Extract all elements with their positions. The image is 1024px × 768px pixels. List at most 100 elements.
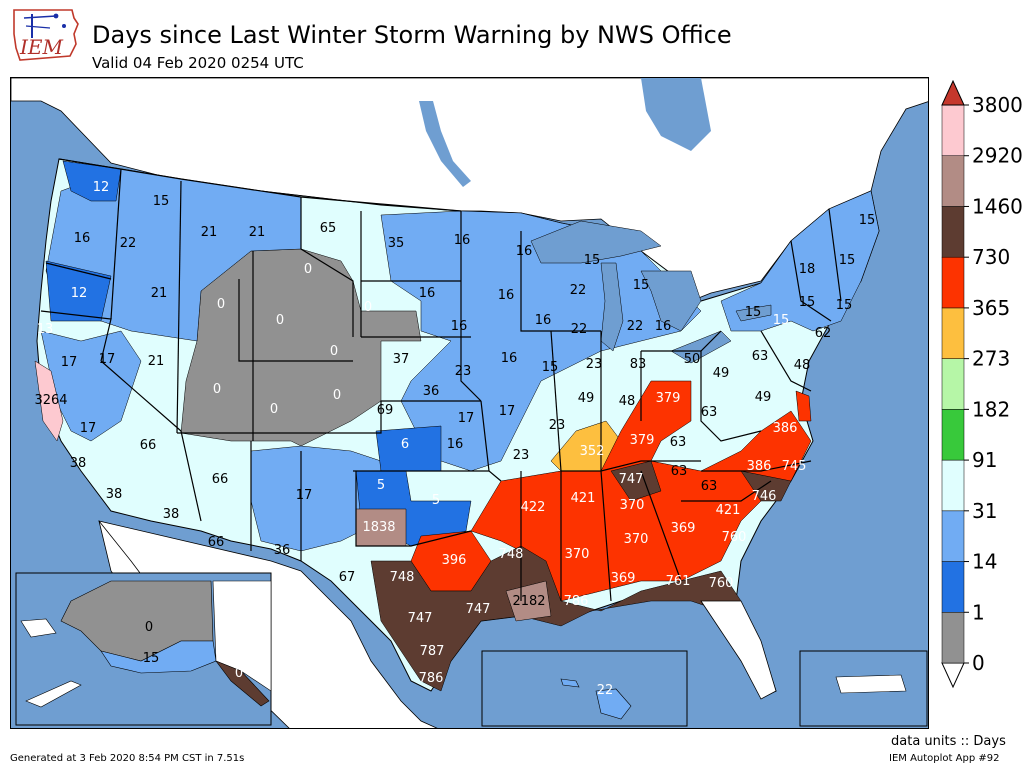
puerto-rico-inset bbox=[799, 650, 928, 727]
label-rnk: 63 bbox=[701, 405, 718, 420]
label-dlh: 16 bbox=[516, 244, 533, 259]
label-sgx: 38 bbox=[106, 487, 123, 502]
label-lbf: 37 bbox=[393, 352, 410, 367]
label-hgx: 747 bbox=[466, 602, 491, 617]
label-bmx: 370 bbox=[624, 532, 649, 547]
label-twc: 66 bbox=[208, 535, 225, 550]
label-eax: 17 bbox=[499, 404, 516, 419]
colorbar-segment-730 bbox=[941, 206, 965, 258]
label-bou: 0 bbox=[333, 388, 341, 403]
label-buf: 15 bbox=[745, 305, 762, 320]
label-abr: 16 bbox=[419, 286, 436, 301]
label-mtr: 3264 bbox=[34, 393, 67, 408]
label-ddc: 6 bbox=[401, 437, 409, 452]
label-meg: 421 bbox=[571, 491, 596, 506]
label-hnx: 17 bbox=[80, 421, 97, 436]
label-oun: 5 bbox=[432, 493, 440, 508]
generated-timestamp: Generated at 3 Feb 2020 8:54 PM CST in 7… bbox=[10, 753, 245, 764]
label-ffc: 369 bbox=[671, 521, 696, 536]
label-jax: 760 bbox=[709, 576, 734, 591]
label-pah: 352 bbox=[580, 444, 605, 459]
label-otx: 15 bbox=[153, 194, 170, 209]
label-ajk: 0 bbox=[235, 666, 243, 681]
logo-text: IEM bbox=[19, 35, 64, 59]
label-pbz: 49 bbox=[713, 366, 730, 381]
colorbar-segment-1 bbox=[941, 561, 965, 613]
label-ewx: 747 bbox=[408, 611, 433, 626]
label-ctp: 49 bbox=[755, 390, 772, 405]
label-rev: 21 bbox=[148, 354, 165, 369]
map-canvas: 12 15 22 16 21 21 65 35 16 0 12 21 0 0 0… bbox=[11, 78, 928, 728]
label-eka: 13 bbox=[37, 322, 54, 337]
label-dtx: 16 bbox=[655, 319, 672, 334]
label-iwx: 83 bbox=[630, 357, 647, 372]
label-ohx: 747 bbox=[619, 472, 644, 487]
label-top: 16 bbox=[447, 437, 464, 452]
label-afg: 0 bbox=[145, 620, 153, 635]
label-dvn: 15 bbox=[542, 360, 559, 375]
iowa-outline-icon bbox=[13, 9, 79, 61]
label-afc: 15 bbox=[143, 651, 160, 666]
label-riw: 0 bbox=[276, 313, 284, 328]
colorbar-label-14: 14 bbox=[972, 550, 997, 574]
iem-logo: IEM bbox=[13, 9, 79, 61]
label-lwx: 386 bbox=[773, 421, 798, 436]
data-units-label: data units :: Days bbox=[891, 734, 1006, 749]
label-jkl: 63 bbox=[670, 435, 687, 450]
colorbar-segment-182 bbox=[941, 358, 965, 410]
region-rosybrown-lch bbox=[505, 580, 552, 622]
label-lmk: 379 bbox=[630, 433, 655, 448]
colorbar-label-91: 91 bbox=[972, 448, 997, 472]
label-chs: 760 bbox=[722, 530, 747, 545]
label-phi: 48 bbox=[794, 358, 811, 373]
label-lch: 2182 bbox=[512, 594, 545, 609]
label-grr: 22 bbox=[627, 319, 644, 334]
colorbar-label-730: 730 bbox=[972, 245, 1010, 269]
label-lkn: 17 bbox=[99, 352, 116, 367]
label-fsd: 16 bbox=[451, 319, 468, 334]
region-pink-ca bbox=[34, 360, 64, 442]
label-mhx: 745 bbox=[782, 459, 807, 474]
label-ama: 5 bbox=[377, 478, 385, 493]
label-gyx: 15 bbox=[839, 253, 856, 268]
label-lub: 1838 bbox=[362, 520, 395, 535]
label-hfo: 22 bbox=[597, 683, 614, 698]
header: IEM Days since Last Winter Storm Warning… bbox=[0, 0, 1024, 76]
label-gid: 36 bbox=[423, 384, 440, 399]
label-cae: 421 bbox=[716, 503, 741, 518]
lake-michigan bbox=[600, 262, 624, 352]
label-oax: 23 bbox=[455, 364, 472, 379]
label-unr: 0 bbox=[364, 300, 372, 315]
alaska-inset bbox=[15, 572, 272, 726]
label-mrx: 63 bbox=[671, 464, 688, 479]
label-iln: 379 bbox=[656, 391, 681, 406]
label-crp: 787 bbox=[420, 644, 445, 659]
office-labels: 12 15 22 16 21 21 65 35 16 0 12 21 0 0 0… bbox=[34, 180, 875, 698]
hawaii-inset bbox=[481, 650, 688, 727]
label-cle: 50 bbox=[684, 352, 701, 367]
label-btv: 18 bbox=[799, 262, 816, 277]
region-blue-or bbox=[45, 260, 112, 322]
label-byz: 0 bbox=[304, 262, 312, 277]
label-vef: 66 bbox=[140, 438, 157, 453]
label-dmx: 16 bbox=[501, 351, 518, 366]
label-lot: 23 bbox=[586, 357, 603, 372]
label-mpx: 16 bbox=[498, 288, 515, 303]
label-jan: 370 bbox=[565, 547, 590, 562]
label-grb: 22 bbox=[570, 283, 587, 298]
label-box: 15 bbox=[836, 298, 853, 313]
label-ilm: 746 bbox=[752, 489, 777, 504]
colorbar-segment-365 bbox=[941, 256, 965, 309]
label-mqt: 15 bbox=[584, 253, 601, 268]
label-mkx: 22 bbox=[571, 322, 588, 337]
label-pqr: 16 bbox=[74, 231, 91, 246]
label-shv: 748 bbox=[499, 547, 524, 562]
region-lightblue-ca bbox=[40, 330, 142, 442]
lake-erie bbox=[670, 330, 732, 364]
colorbar-label-3800: 3800 bbox=[972, 93, 1023, 117]
label-ggw: 65 bbox=[320, 221, 337, 236]
label-pih: 0 bbox=[217, 297, 225, 312]
label-ict: 17 bbox=[458, 411, 475, 426]
colorbar-segments bbox=[941, 80, 965, 689]
label-boi: 21 bbox=[151, 286, 168, 301]
